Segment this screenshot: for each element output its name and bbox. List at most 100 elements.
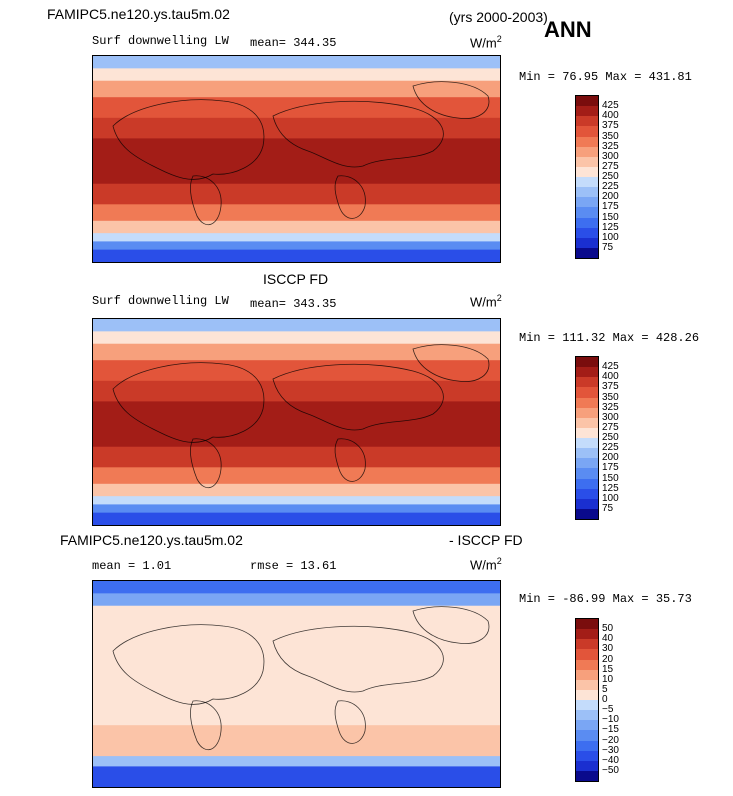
colorbar-box	[576, 458, 598, 469]
colorbar-box	[576, 136, 598, 147]
colorbar-box	[576, 639, 598, 650]
colorbar-box	[576, 217, 598, 228]
colorbar-tick-label: 100	[602, 492, 619, 504]
colorbar-tick-label: 275	[602, 160, 619, 172]
panel2-colorbar: 425 400 375 350 325 300 275 250 225 200 175 150 125 1…	[575, 356, 619, 520]
panel2-units: W/m2	[470, 293, 502, 310]
colorbar-box	[576, 669, 598, 680]
coastline	[412, 344, 490, 382]
field-map-svg	[93, 319, 500, 525]
latitude-band	[93, 467, 500, 485]
colorbar-tick-label: 200	[602, 452, 619, 464]
colorbar-tick-label: 30	[602, 643, 614, 655]
colorbar-tick-label: 125	[602, 221, 619, 233]
panel3-minmax: Min = -86.99 Max = 35.73	[519, 592, 692, 606]
colorbar-box	[576, 619, 598, 630]
latitude-band	[93, 581, 500, 595]
field-map-svg	[93, 56, 500, 262]
panel3-title-left: FAMIPC5.ne120.ys.tau5m.02	[60, 532, 243, 548]
panel3-colorbar: 50 40 30 20 15 10 5 0 −5 −10 −15 −20 −30 −40 −50	[575, 618, 619, 782]
coastline	[334, 700, 366, 744]
latitude-band	[93, 204, 500, 222]
coastline	[412, 81, 490, 119]
colorbar-box	[576, 730, 598, 741]
coastline	[112, 362, 265, 443]
colorbar-box	[576, 387, 598, 398]
coastline	[190, 175, 222, 226]
colorbar-box	[576, 417, 598, 428]
coastline	[112, 624, 265, 705]
colorbar-tick-label: 300	[602, 411, 619, 423]
colorbar-box	[576, 397, 598, 408]
latitude-band	[93, 504, 500, 514]
latitude-band	[93, 97, 500, 119]
colorbar-tick-label: 75	[602, 241, 614, 253]
colorbar-tick-label: 0	[602, 694, 608, 705]
panel3-map	[92, 580, 501, 788]
latitude-band	[93, 56, 500, 70]
panel3-mean: mean = 1.01	[92, 559, 172, 573]
colorbar-box	[576, 237, 598, 248]
latitude-band	[93, 80, 500, 99]
colorbar-box	[576, 710, 598, 721]
panel1-variable: Surf downwelling LW	[92, 34, 229, 48]
latitude-band	[93, 593, 500, 607]
latitude-band	[93, 331, 500, 345]
colorbar-box	[576, 207, 598, 218]
colorbar-box	[576, 740, 598, 751]
coastline	[112, 99, 265, 180]
colorbar-tick-label: 300	[602, 150, 619, 162]
coastline	[334, 175, 366, 219]
coastline	[272, 625, 444, 693]
coastline	[272, 100, 444, 168]
latitude-band	[93, 319, 500, 333]
colorbar-box	[576, 116, 598, 127]
colorbar-tick-label: 325	[602, 401, 619, 413]
panel1-mean: mean= 344.35	[250, 36, 337, 50]
panel2-title: ISCCP FD	[263, 271, 329, 287]
colorbar-box	[576, 126, 598, 137]
latitude-band	[93, 68, 500, 82]
latitude-band	[93, 233, 500, 243]
panel2-map	[92, 318, 501, 526]
latitude-band	[93, 483, 500, 498]
colorbar-tick-label: 15	[602, 663, 614, 675]
latitude-band	[93, 183, 500, 206]
latitude-band	[93, 496, 500, 506]
colorbar-tick-label: 375	[602, 381, 619, 393]
colorbar-box	[576, 438, 598, 449]
panel1-minmax: Min = 76.95 Max = 431.81	[519, 70, 692, 84]
colorbar-box	[576, 629, 598, 640]
latitude-band	[93, 642, 500, 727]
panel2-minmax: Min = 111.32 Max = 428.26	[519, 331, 700, 345]
colorbar-box	[576, 146, 598, 157]
colorbar-tick-label: −50	[602, 764, 619, 776]
panel1-map	[92, 55, 501, 263]
colorbar-tick-label: 425	[602, 100, 619, 112]
colorbar-box	[576, 177, 598, 188]
colorbar-tick-label: 375	[602, 120, 619, 132]
colorbar-tick-label: 150	[602, 472, 619, 484]
colorbar-tick-label: −5	[602, 704, 614, 716]
colorbar-box	[576, 760, 598, 771]
colorbar-box	[576, 468, 598, 479]
colorbar-box	[576, 156, 598, 167]
colorbar-box	[576, 750, 598, 761]
colorbar-tick-label: 250	[602, 432, 619, 443]
colorbar-box	[576, 96, 598, 107]
season-label: ANN	[544, 17, 592, 42]
latitude-band	[93, 360, 500, 382]
colorbar-tick-label: 10	[602, 673, 614, 685]
latitude-band	[93, 249, 500, 262]
latitude-band	[93, 117, 500, 140]
colorbar-box	[576, 700, 598, 711]
coastline	[190, 438, 222, 489]
colorbar-box	[576, 488, 598, 499]
colorbar-tick-label: 125	[602, 482, 619, 494]
colorbar-box	[576, 498, 598, 509]
colorbar-tick-label: 350	[602, 391, 619, 403]
colorbar-box	[576, 448, 598, 459]
colorbar-box	[576, 679, 598, 690]
colorbar-box	[576, 227, 598, 238]
latitude-band	[93, 343, 500, 362]
